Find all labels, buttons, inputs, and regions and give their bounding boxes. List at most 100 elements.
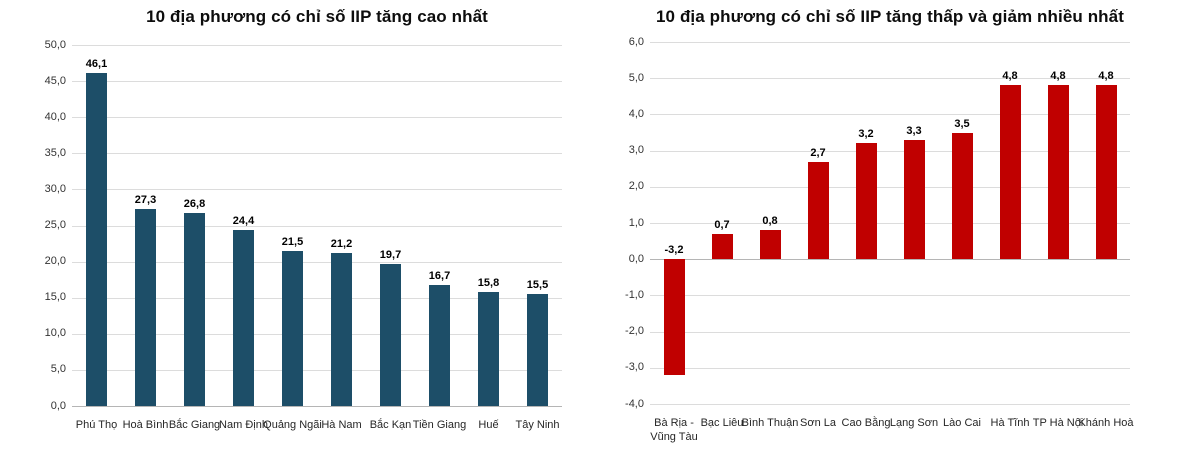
y-axis-tick-label: -4,0 (625, 397, 644, 410)
bar (478, 291, 499, 406)
x-axis-category-label: Huế (478, 419, 499, 431)
bar (903, 139, 925, 260)
gridline (72, 81, 562, 83)
y-axis-tick-label: 3,0 (628, 144, 644, 157)
y-axis-tick-label: 10,0 (44, 327, 66, 340)
bar-value-label: 19,7 (379, 248, 402, 261)
gridline (650, 150, 1130, 152)
gridline (650, 78, 1130, 80)
gridline (72, 261, 562, 263)
y-axis-tick-label: 2,0 (628, 180, 644, 193)
x-axis-category-label: Hà Nam (321, 419, 362, 431)
bar-value-label: 15,8 (477, 276, 500, 289)
bar-value-label: 3,2 (858, 128, 874, 141)
x-axis-category-label: Bình Thuận (741, 417, 799, 429)
x-axis-category-label: Hoà Bình (122, 419, 169, 431)
bar (855, 143, 877, 260)
x-axis-category-label: Bắc Kạn (369, 419, 412, 431)
gridline (650, 42, 1130, 43)
bar-value-label: -3,2 (664, 244, 684, 257)
x-axis-category-label: Bắc Giang (168, 419, 221, 431)
x-axis-category-label: Phú Thọ (75, 419, 118, 431)
y-axis-tick-label: 45,0 (44, 74, 66, 87)
x-axis-category-label: Sơn La (800, 417, 836, 429)
bar-value-label: 15,5 (526, 279, 549, 292)
y-axis-tick-label: 50,0 (44, 38, 66, 51)
bar-value-label: 0,8 (762, 215, 778, 228)
gridline (72, 189, 562, 191)
y-axis-tick-label: 5,0 (50, 363, 66, 376)
y-axis-tick-label: 6,0 (628, 35, 644, 48)
gridline (72, 117, 562, 119)
bar (759, 230, 781, 260)
gridline (72, 45, 562, 46)
y-axis-tick-label: 15,0 (44, 291, 66, 304)
bar (135, 208, 156, 406)
y-axis-tick-label: -1,0 (625, 288, 644, 301)
bar (1095, 85, 1117, 260)
x-axis-category-label: Bà Rịa - Vũng Tàu (650, 417, 698, 444)
bar-value-label: 3,5 (954, 117, 970, 130)
gridline (72, 369, 562, 371)
y-axis-tick-label: -2,0 (625, 325, 644, 338)
y-axis-tick-label: 4,0 (628, 107, 644, 120)
chart-iip-highest: 10 địa phương có chỉ số IIP tăng cao nhấ… (44, 7, 562, 431)
y-axis-tick-label: -3,0 (625, 361, 644, 374)
gridline (650, 331, 1130, 333)
bar (380, 263, 401, 406)
zero-axis-line (72, 406, 562, 407)
x-axis-category-label: TP Hà Nội (1032, 417, 1084, 429)
chart-title: 10 địa phương có chỉ số IIP tăng thấp và… (656, 7, 1124, 26)
gridline (650, 223, 1130, 224)
gridline (650, 295, 1130, 297)
x-axis-category-label: Nam Định (219, 419, 268, 431)
y-axis-tick-label: 1,0 (628, 216, 644, 229)
bar (663, 259, 685, 375)
gridline (650, 114, 1130, 116)
bar-value-label: 46,1 (85, 58, 108, 71)
chart-iip-lowest: 10 địa phương có chỉ số IIP tăng thấp và… (600, 0, 1200, 467)
gridline (650, 404, 1130, 405)
bar (86, 73, 107, 406)
bar (711, 233, 733, 260)
y-axis-tick-label: 5,0 (628, 71, 644, 84)
y-axis-tick-label: 25,0 (44, 219, 66, 231)
bar (282, 250, 303, 406)
gridline (72, 297, 562, 299)
x-axis-category-label: Lào Cai (943, 417, 981, 429)
bar (429, 285, 450, 406)
bar-value-label: 16,7 (428, 270, 451, 283)
bar (951, 132, 973, 260)
gridline (72, 225, 562, 227)
x-axis-category-label: Khánh Hoà (1078, 417, 1134, 429)
zero-axis-line (650, 259, 1130, 261)
bar-value-label: 3,3 (906, 124, 922, 137)
bar-value-label: 2,7 (810, 146, 826, 159)
bar (331, 252, 352, 406)
x-axis-category-label: Cao Bằng (841, 417, 891, 429)
gridline (650, 367, 1130, 369)
y-axis-tick-label: 0,0 (628, 252, 644, 265)
bar (999, 85, 1021, 260)
bar-value-label: 21,2 (330, 237, 353, 250)
bar-value-label: 4,8 (1098, 70, 1114, 83)
bar-value-label: 21,5 (281, 235, 304, 248)
bar (527, 294, 548, 406)
bar-value-label: 24,4 (232, 214, 255, 227)
x-axis-category-label: Bạc Liêu (700, 417, 744, 429)
gridline (650, 186, 1130, 188)
bar (233, 229, 254, 406)
bar (807, 161, 829, 260)
chart-title: 10 địa phương có chỉ số IIP tăng cao nhấ… (146, 7, 488, 26)
y-axis-tick-label: 0,0 (50, 399, 66, 412)
bar-value-label: 0,7 (714, 218, 730, 231)
y-axis-tick-label: 20,0 (44, 255, 66, 268)
bar (1047, 85, 1069, 260)
bar-value-label: 4,8 (1050, 70, 1066, 83)
x-axis-category-label: Hà Tĩnh (990, 417, 1030, 429)
x-axis-category-label: Tiền Giang (412, 419, 467, 431)
bar (184, 212, 205, 406)
gridline (72, 153, 562, 155)
x-axis-category-label: Tây Ninh (515, 419, 560, 431)
